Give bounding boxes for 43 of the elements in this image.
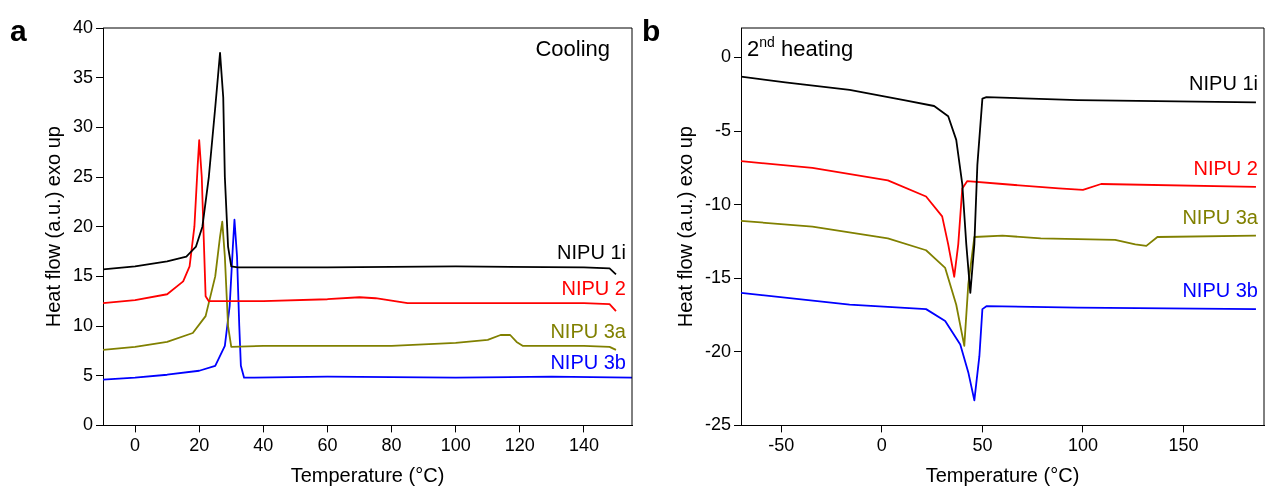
x-tick-label: -50 xyxy=(768,435,795,456)
series-label: NIPU 3a xyxy=(550,319,627,342)
x-tick-label: 100 xyxy=(440,435,471,456)
y-axis-title: Heat flow (a.u.) exo up xyxy=(41,126,64,328)
series-label: NIPU 3a xyxy=(1182,205,1259,228)
x-tick-label: 20 xyxy=(189,435,210,456)
x-tick-label: 0 xyxy=(130,435,141,456)
x-tick-label: 40 xyxy=(253,435,274,456)
y-tick-label: 25 xyxy=(72,165,94,186)
y-tick-label: 10 xyxy=(72,315,94,336)
y-axis-title: Heat flow (a.u.) exo up xyxy=(673,126,696,328)
x-axis-title: Temperature (°C) xyxy=(925,463,1080,486)
x-tick-label: 120 xyxy=(504,435,535,456)
y-tick-label: 20 xyxy=(72,215,94,236)
y-tick-label: 30 xyxy=(72,116,94,137)
series-label: NIPU 1i xyxy=(1189,72,1258,95)
series-label: NIPU 1i xyxy=(557,241,626,264)
chart-title: b xyxy=(642,14,661,48)
y-tick-label: 35 xyxy=(72,66,94,87)
series-label: NIPU 2 xyxy=(561,277,626,300)
series-label: NIPU 2 xyxy=(1193,156,1258,179)
x-tick-label: 140 xyxy=(568,435,599,456)
chart-title: a xyxy=(10,14,27,48)
y-tick-label: 0 xyxy=(721,46,732,67)
x-tick-label: 80 xyxy=(381,435,402,456)
x-tick-label: 150 xyxy=(1168,435,1199,456)
x-tick-label: 100 xyxy=(1067,435,1098,456)
y-tick-label: -15 xyxy=(705,267,732,288)
y-tick-label: -20 xyxy=(705,340,732,361)
x-tick-label: 50 xyxy=(972,435,993,456)
y-tick-label: -10 xyxy=(705,193,732,214)
x-tick-label: 0 xyxy=(876,435,887,456)
y-tick-label: -5 xyxy=(715,120,732,140)
x-axis-title: Temperature (°C) xyxy=(290,463,445,486)
y-tick-label: 40 xyxy=(72,16,94,37)
series-label: NIPU 3b xyxy=(1182,279,1258,302)
y-tick-label: 5 xyxy=(83,364,94,385)
y-tick-label: -25 xyxy=(705,414,732,435)
annotation: Cooling xyxy=(535,36,610,61)
series-label: NIPU 3b xyxy=(550,350,626,373)
y-tick-label: 0 xyxy=(83,414,94,435)
x-tick-label: 60 xyxy=(317,435,338,456)
y-tick-label: 15 xyxy=(72,265,94,286)
